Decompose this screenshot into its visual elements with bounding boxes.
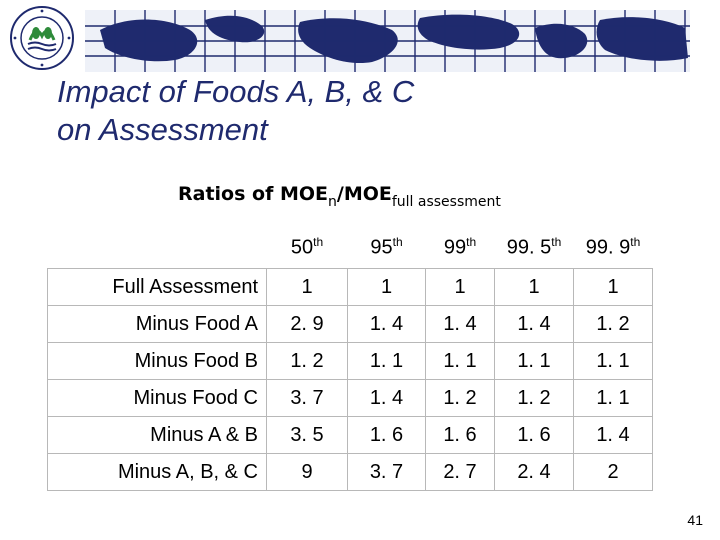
row-label: Minus A, B, & C [47,453,267,491]
world-map-banner [0,0,720,80]
table-cell: 9 [266,453,348,491]
table-cell: 2. 7 [425,453,495,491]
table-cell: 1. 4 [347,379,426,417]
table-row: Minus Food C 3. 7 1. 4 1. 2 1. 2 1. 1 [47,379,653,417]
table-cell: 1 [494,268,574,306]
page-number: 41 [687,512,703,528]
row-label: Full Assessment [47,268,267,306]
ratio-subscript-full: full assessment [391,194,501,210]
table-row: Minus Food A 2. 9 1. 4 1. 4 1. 4 1. 2 [47,305,653,343]
table-cell: 1. 2 [425,379,495,417]
table-cell: 1. 4 [573,416,653,454]
table-cell: 1. 4 [494,305,574,343]
table-cell: 2. 4 [494,453,574,491]
table-cell: 1. 6 [494,416,574,454]
ratio-mid-text: /MOE [336,183,392,205]
table-cell: 2. 9 [266,305,348,343]
table-corner [48,226,267,269]
table-cell: 1 [347,268,426,306]
table-header-row: 50th 95th 99th 99. 5th 99. 9th [48,226,653,269]
row-label: Minus A & B [47,416,267,454]
table-cell: 1. 1 [573,379,653,417]
world-map-grid-icon [85,10,690,72]
table-cell: 1. 1 [347,342,426,380]
table-cell: 2 [573,453,653,491]
table-row: Minus A & B 3. 5 1. 6 1. 6 1. 6 1. 4 [47,416,653,454]
table-cell: 1 [573,268,653,306]
slide-title: Impact of Foods A, B, & C on Assessment [57,73,657,149]
table-cell: 3. 5 [266,416,348,454]
slide-title-line-2: on Assessment [57,112,268,147]
table-cell: 1 [425,268,495,306]
table-cell: 1. 4 [347,305,426,343]
table-cell: 1. 2 [494,379,574,417]
epa-seal-icon [10,6,74,70]
moe-ratio-table: 50th 95th 99th 99. 5th 99. 9th Full Asse… [47,226,653,491]
col-header: 95th [370,234,403,259]
row-label: Minus Food A [47,305,267,343]
ratio-subtitle: Ratios of MOEn/MOEfull assessment [178,183,501,210]
table-cell: 1. 1 [425,342,495,380]
col-header: 50th [290,234,324,259]
slide-title-line-1: Impact of Foods A, B, & C [57,74,415,109]
table-cell: 1. 1 [494,342,574,380]
table-row: Minus A, B, & C 9 3. 7 2. 7 2. 4 2 [47,453,653,491]
table-row: Full Assessment 1 1 1 1 1 [47,268,653,306]
row-label: Minus Food C [47,379,267,417]
table-cell: 1 [266,268,348,306]
col-header: 99. 5th [506,234,562,259]
table-row: Minus Food B 1. 2 1. 1 1. 1 1. 1 1. 1 [47,342,653,380]
table-cell: 1. 4 [425,305,495,343]
table-cell: 1. 1 [573,342,653,380]
table-cell: 3. 7 [347,453,426,491]
ratio-subscript-n: n [328,194,337,210]
table-cell: 3. 7 [266,379,348,417]
table-cell: 1. 2 [573,305,653,343]
ratio-main-text: Ratios of MOE [178,183,328,205]
row-label: Minus Food B [47,342,267,380]
table-cell: 1. 6 [425,416,495,454]
col-header: 99th [443,234,477,259]
table-cell: 1. 6 [347,416,426,454]
col-header: 99. 9th [585,234,641,259]
table-cell: 1. 2 [266,342,348,380]
